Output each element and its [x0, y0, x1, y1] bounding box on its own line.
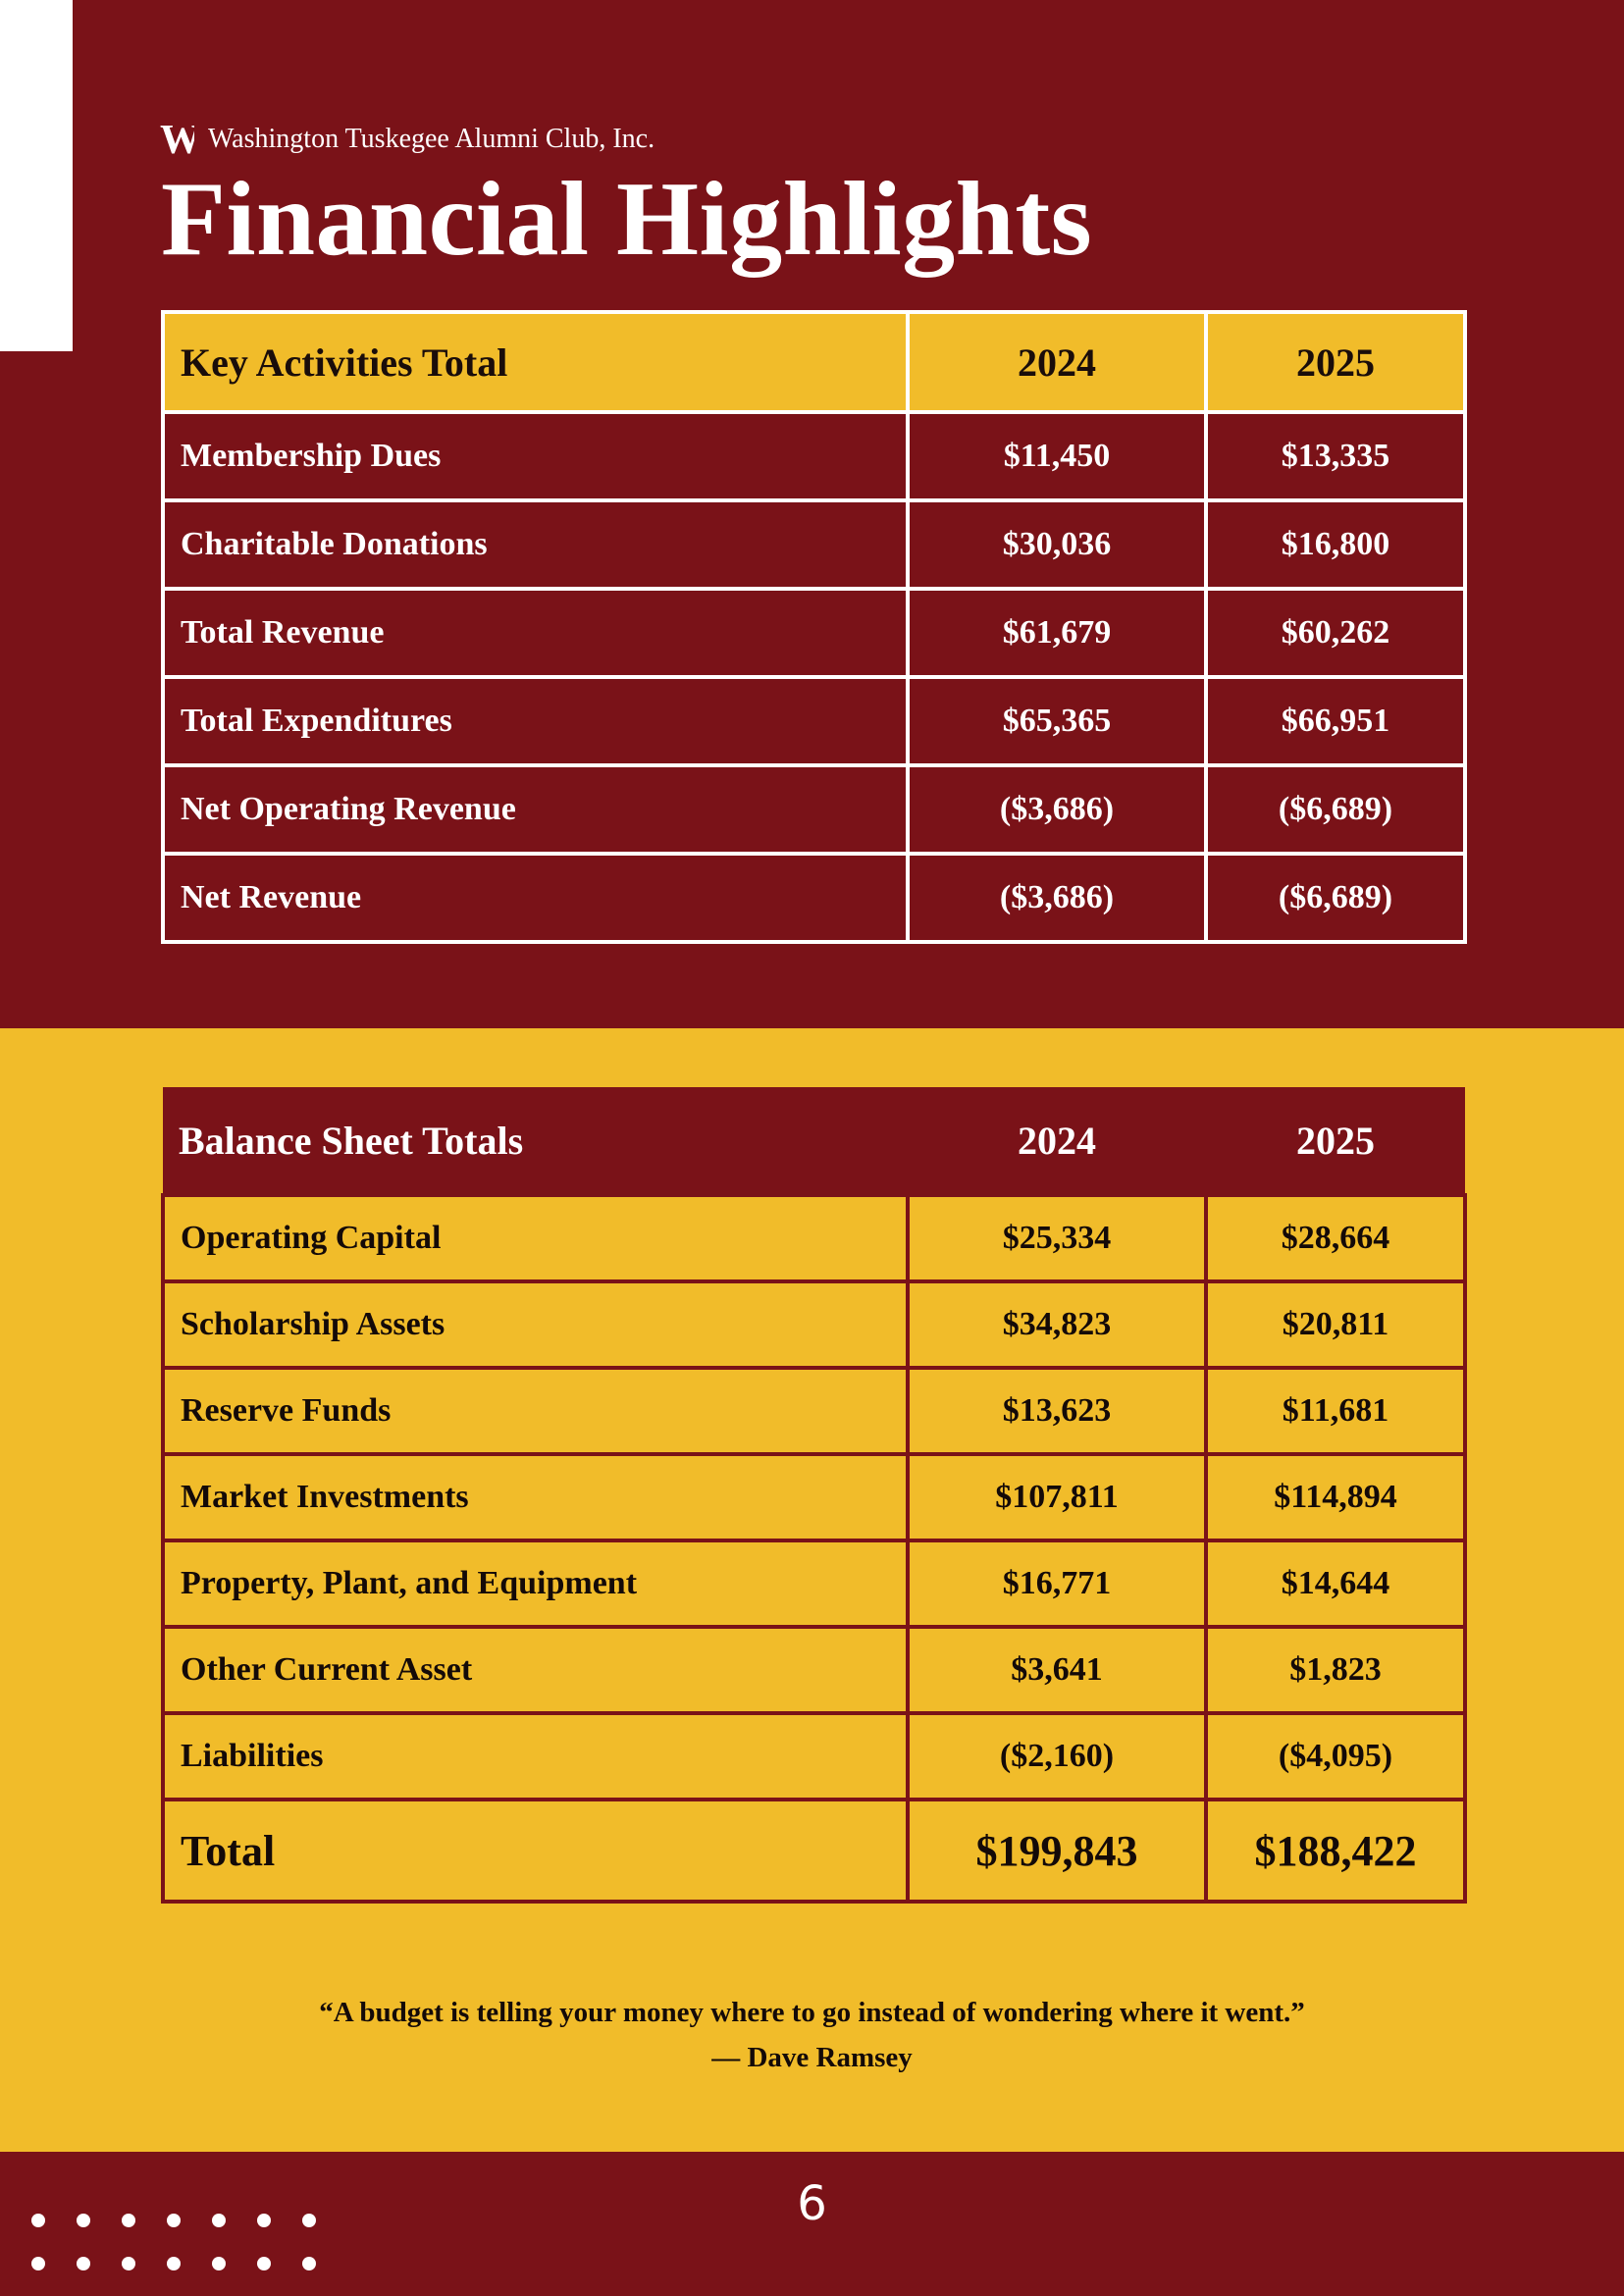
value-2024: ($3,686): [906, 852, 1208, 944]
row-label: Total Expenditures: [161, 675, 910, 767]
total-2025: $188,422: [1204, 1798, 1467, 1904]
white-corner-tab: [0, 0, 73, 351]
value-2024: $65,365: [906, 675, 1208, 767]
row-label: Net Revenue: [161, 852, 910, 944]
page-number: 6: [797, 2176, 827, 2231]
value-2024: $3,641: [906, 1625, 1208, 1715]
table-row: Operating Capital $25,334 $28,664: [161, 1193, 1467, 1283]
dot-icon: [31, 2214, 45, 2227]
dot-icon: [122, 2214, 135, 2227]
value-2025: $16,800: [1204, 498, 1467, 591]
value-2024: ($2,160): [906, 1711, 1208, 1801]
table-row: Liabilities ($2,160) ($4,095): [161, 1711, 1467, 1801]
value-2025: $13,335: [1204, 410, 1467, 502]
table-row: Total Expenditures $65,365 $66,951: [161, 675, 1467, 767]
row-label: Membership Dues: [161, 410, 910, 502]
value-2024: $13,623: [906, 1366, 1208, 1456]
value-2025: $66,951: [1204, 675, 1467, 767]
value-2025: $1,823: [1204, 1625, 1467, 1715]
quote-author: — Dave Ramsey: [711, 2042, 913, 2073]
row-label: Reserve Funds: [161, 1366, 910, 1456]
value-2024: $34,823: [906, 1279, 1208, 1370]
dot-icon: [257, 2257, 271, 2270]
value-2024: $107,811: [906, 1452, 1208, 1542]
row-label: Property, Plant, and Equipment: [161, 1539, 910, 1629]
table-row: Net Operating Revenue ($3,686) ($6,689): [161, 763, 1467, 856]
row-label: Market Investments: [161, 1452, 910, 1542]
value-2025: $114,894: [1204, 1452, 1467, 1542]
value-2025: ($4,095): [1204, 1711, 1467, 1801]
dot-icon: [77, 2257, 90, 2270]
quote-block: “A budget is telling your money where to…: [0, 1990, 1624, 2080]
dot-icon: [77, 2214, 90, 2227]
org-line: W Washington Tuskegee Alumni Club, Inc.: [159, 118, 655, 161]
column-header-label: Balance Sheet Totals: [163, 1087, 908, 1195]
row-label: Other Current Asset: [161, 1625, 910, 1715]
table-row: Scholarship Assets $34,823 $20,811: [161, 1279, 1467, 1370]
table-row: Charitable Donations $30,036 $16,800: [161, 498, 1467, 591]
value-2024: $16,771: [906, 1539, 1208, 1629]
value-2025: ($6,689): [1204, 763, 1467, 856]
table-row: Market Investments $107,811 $114,894: [161, 1452, 1467, 1542]
total-label: Total: [161, 1798, 910, 1904]
value-2025: $20,811: [1204, 1279, 1467, 1370]
value-2025: $14,644: [1204, 1539, 1467, 1629]
column-header-label: Key Activities Total: [161, 310, 910, 414]
footer-band: [0, 2152, 1624, 2296]
dot-icon: [257, 2214, 271, 2227]
row-label: Liabilities: [161, 1711, 910, 1801]
value-2025: $60,262: [1204, 587, 1467, 679]
dot-icon: [31, 2257, 45, 2270]
dot-icon: [122, 2257, 135, 2270]
row-label: Scholarship Assets: [161, 1279, 910, 1370]
table-row: Net Revenue ($3,686) ($6,689): [161, 852, 1467, 944]
table-row: Other Current Asset $3,641 $1,823: [161, 1625, 1467, 1715]
value-2025: $28,664: [1204, 1193, 1467, 1283]
row-label: Operating Capital: [161, 1193, 910, 1283]
org-name: Washington Tuskegee Alumni Club, Inc.: [208, 124, 655, 154]
svg-text:W: W: [160, 118, 194, 161]
dot-icon: [302, 2214, 316, 2227]
quote-text: “A budget is telling your money where to…: [319, 1997, 1305, 2028]
total-row: Total $199,843 $188,422: [161, 1798, 1467, 1904]
dot-icon: [212, 2257, 226, 2270]
table-header-row: Balance Sheet Totals 2024 2025: [163, 1087, 1465, 1195]
column-header-2024: 2024: [908, 1087, 1206, 1195]
row-label: Charitable Donations: [161, 498, 910, 591]
value-2025: ($6,689): [1204, 852, 1467, 944]
table-row: Property, Plant, and Equipment $16,771 $…: [161, 1539, 1467, 1629]
table-row: Reserve Funds $13,623 $11,681: [161, 1366, 1467, 1456]
table-row: Membership Dues $11,450 $13,335: [161, 410, 1467, 502]
row-label: Total Revenue: [161, 587, 910, 679]
value-2024: ($3,686): [906, 763, 1208, 856]
value-2024: $30,036: [906, 498, 1208, 591]
dot-icon: [167, 2214, 181, 2227]
club-logo-icon: W: [160, 118, 194, 161]
dot-icon: [212, 2214, 226, 2227]
value-2025: $11,681: [1204, 1366, 1467, 1456]
row-label: Net Operating Revenue: [161, 763, 910, 856]
total-2024: $199,843: [906, 1798, 1208, 1904]
dot-icon: [302, 2257, 316, 2270]
decorative-dots: [31, 2214, 326, 2292]
value-2024: $25,334: [906, 1193, 1208, 1283]
value-2024: $11,450: [906, 410, 1208, 502]
table-row: Total Revenue $61,679 $60,262: [161, 587, 1467, 679]
value-2024: $61,679: [906, 587, 1208, 679]
column-header-2025: 2025: [1206, 1087, 1465, 1195]
table-header-row: Key Activities Total 2024 2025: [161, 310, 1467, 414]
key-activities-table: Key Activities Total 2024 2025 Membershi…: [161, 310, 1467, 944]
column-header-2024: 2024: [906, 310, 1208, 414]
balance-sheet-table: Balance Sheet Totals 2024 2025 Operating…: [161, 1087, 1467, 1904]
column-header-2025: 2025: [1204, 310, 1467, 414]
dot-icon: [167, 2257, 181, 2270]
page-title: Financial Highlights: [161, 161, 1093, 278]
